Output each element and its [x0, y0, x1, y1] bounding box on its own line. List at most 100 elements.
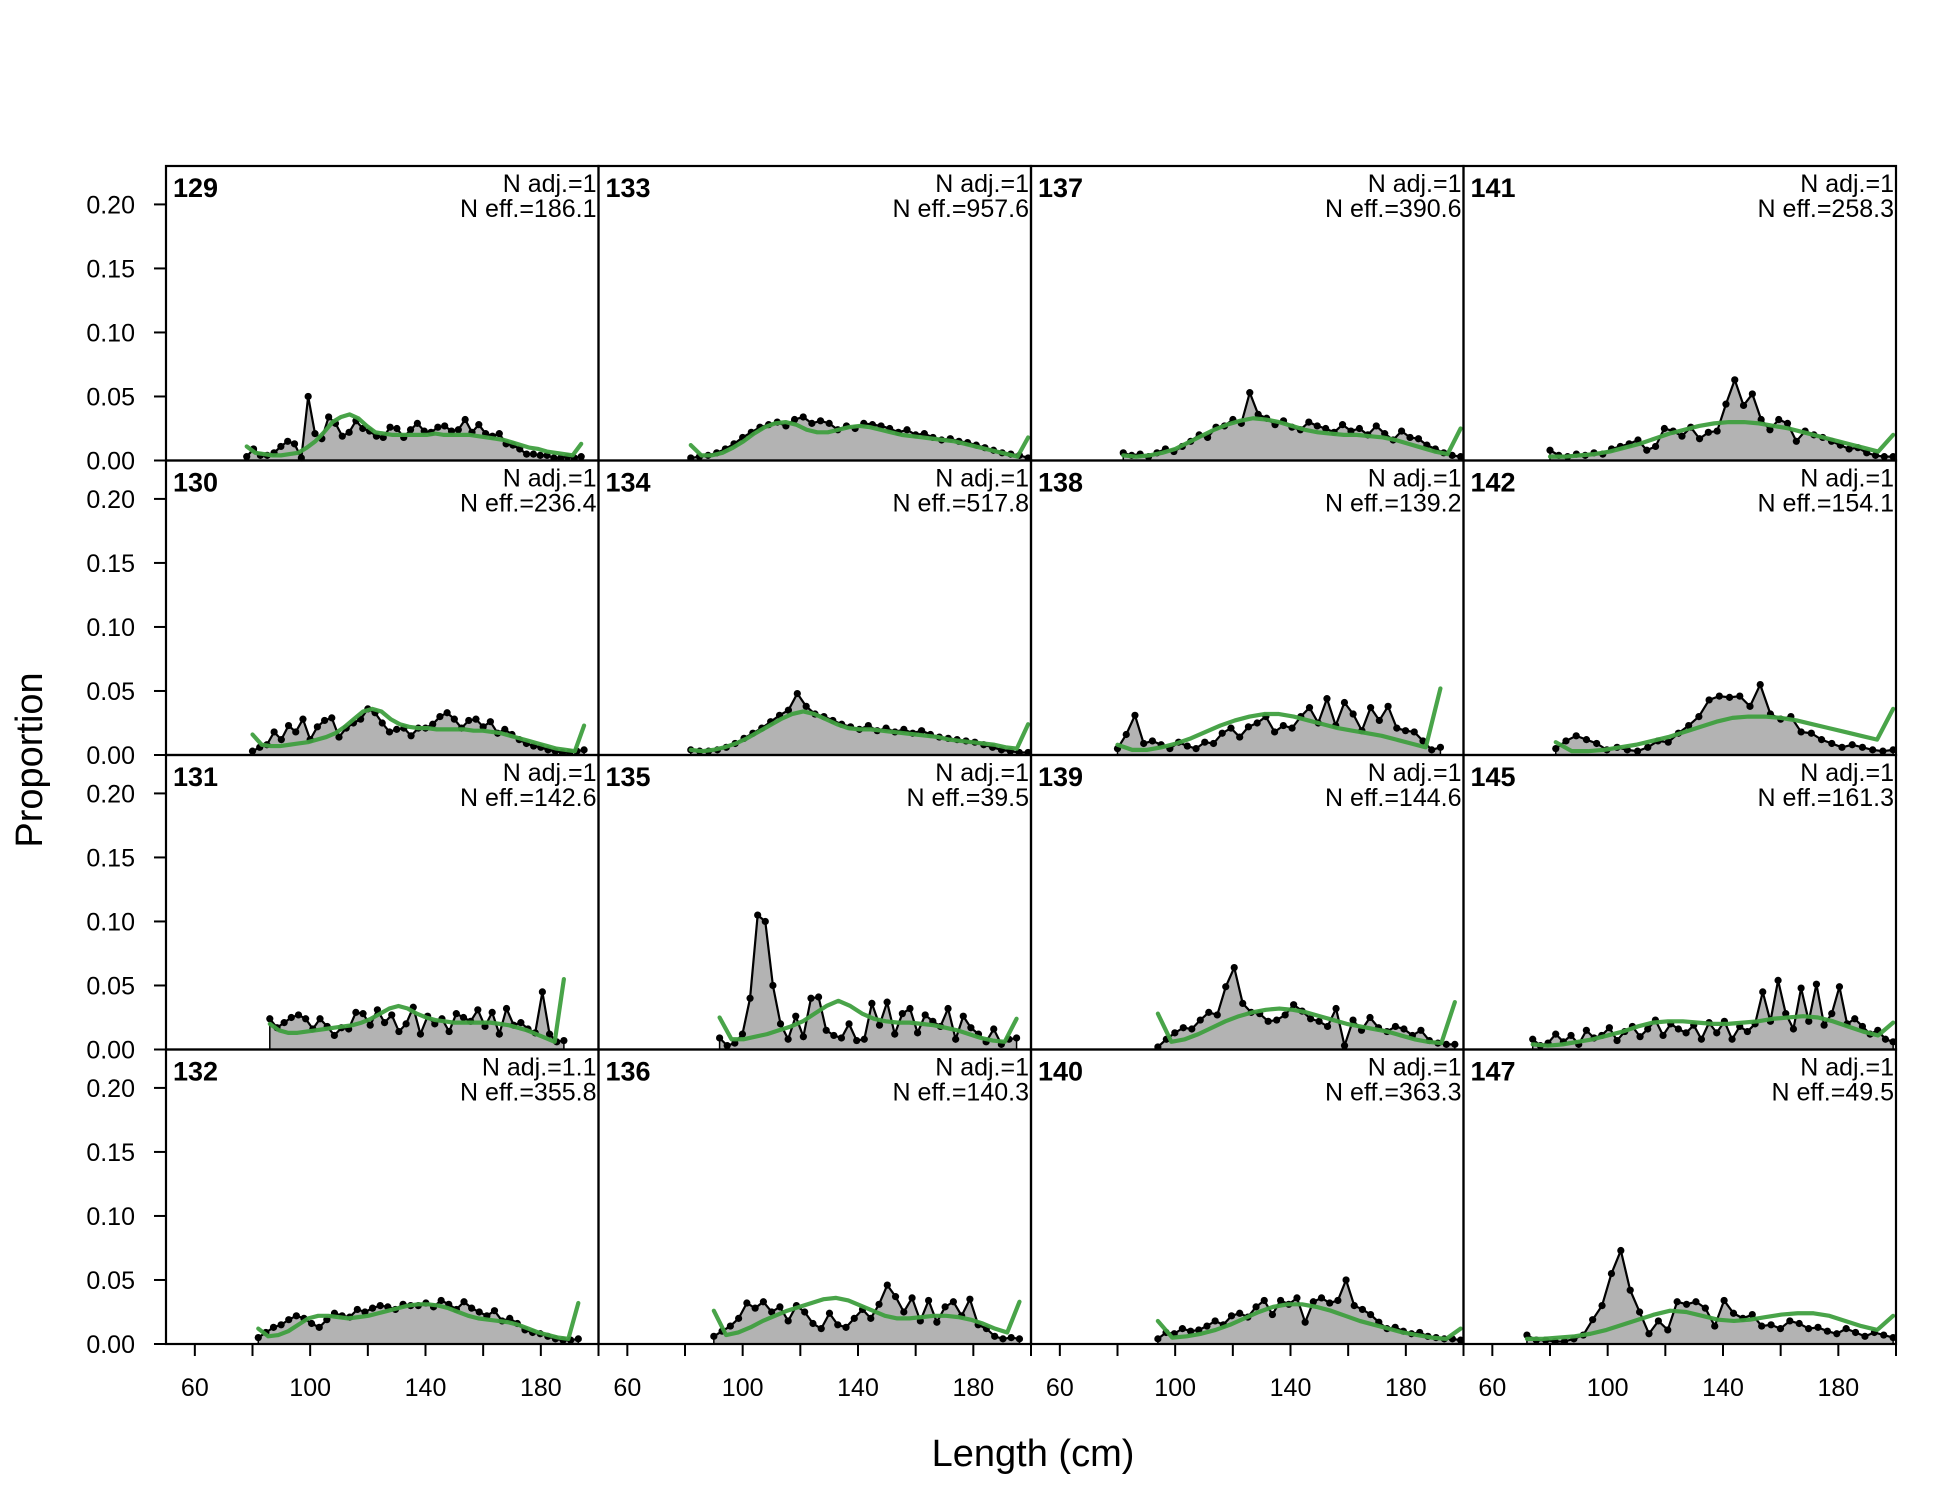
observed-point	[407, 732, 415, 740]
observed-point	[908, 1294, 916, 1302]
observed-point	[294, 1011, 303, 1019]
observed-point	[1546, 446, 1554, 454]
n-eff-label: N eff.=140.3	[893, 1079, 1029, 1107]
observed-point	[280, 1019, 288, 1027]
observed-point	[1230, 963, 1238, 972]
y-tick-label: 0.15	[86, 550, 135, 578]
expected-line	[1155, 1000, 1457, 1046]
observed-point	[395, 1027, 403, 1036]
observed-point	[1293, 1294, 1301, 1302]
observed-point	[1664, 738, 1672, 746]
observed-point	[1851, 1015, 1859, 1023]
observed-point	[1375, 716, 1383, 725]
n-eff-label: N eff.=390.6	[1325, 195, 1461, 223]
panel-147: 147 N adj.=1N eff.=49.5	[1462, 1048, 1898, 1346]
observed-point	[1593, 739, 1601, 748]
panel-id-label: 137	[1038, 173, 1083, 203]
observed-point	[474, 1006, 482, 1014]
observed-point	[302, 1015, 310, 1023]
observed-point	[801, 1308, 809, 1316]
observed-point	[842, 1323, 850, 1331]
observed-point	[277, 442, 285, 451]
observed-point	[1252, 1303, 1260, 1311]
panel-141: 141 N adj.=1N eff.=258.3	[1462, 164, 1898, 462]
x-tick-label: 180	[952, 1374, 994, 1402]
n-adj-label: N adj.=1	[935, 465, 1029, 493]
observed-point	[1848, 741, 1856, 749]
n-eff-label: N eff.=517.8	[893, 490, 1029, 518]
observed-point	[1748, 1310, 1756, 1319]
observed-point	[1812, 980, 1821, 988]
panel-140: 140 N adj.=1N eff.=363.3	[1029, 1048, 1465, 1346]
observed-point	[1349, 710, 1357, 718]
observed-point	[1192, 745, 1200, 753]
observed-point	[1861, 1332, 1869, 1340]
expected-line	[717, 998, 1019, 1044]
x-tick-label: 180	[1817, 1374, 1859, 1402]
observed-point	[1728, 1035, 1736, 1043]
observed-point	[906, 1004, 914, 1013]
expected-line	[1155, 1302, 1463, 1341]
observed-point	[1391, 1022, 1400, 1031]
observed-point	[1154, 1335, 1162, 1343]
n-adj-label: N adj.=1	[1368, 465, 1462, 493]
x-axis-title: Length (cm)	[932, 1433, 1135, 1475]
observed-point	[1756, 680, 1764, 689]
panel-130: 130 N adj.=1N eff.=236.4	[164, 459, 600, 757]
observed-point	[1633, 747, 1642, 755]
observed-point	[967, 1024, 975, 1032]
panel-id-label: 130	[173, 468, 218, 498]
observed-point	[486, 718, 494, 726]
observed-point	[290, 440, 299, 448]
observed-point	[1817, 736, 1826, 744]
observed-point	[434, 423, 442, 431]
observed-point	[373, 1006, 381, 1014]
observed-point	[243, 453, 251, 461]
observed-point	[366, 1021, 374, 1029]
observed-point	[1664, 1326, 1672, 1334]
observed-point	[1015, 1335, 1024, 1343]
observed-point	[1179, 1024, 1187, 1032]
observed-point	[1349, 1016, 1357, 1024]
observed-point	[1775, 415, 1783, 424]
observed-point	[1713, 1029, 1721, 1037]
observed-point	[269, 1323, 278, 1331]
observed-point	[875, 1021, 884, 1029]
observed-point	[769, 981, 777, 990]
n-adj-label: N adj.=1	[1368, 1054, 1462, 1082]
observed-point	[284, 437, 292, 445]
observed-point	[1828, 1010, 1836, 1018]
observed-point	[429, 720, 437, 728]
observed-point	[1562, 737, 1570, 745]
observed-point	[495, 1030, 503, 1038]
observed-point	[1766, 426, 1774, 434]
observed-point	[814, 993, 823, 1001]
expected-line	[1553, 706, 1896, 754]
observed-point	[784, 1317, 792, 1325]
observed-point	[1205, 1008, 1213, 1016]
observed-point	[1720, 1296, 1728, 1305]
panel-id-label: 133	[606, 173, 651, 203]
panel-id-label: 141	[1471, 173, 1516, 203]
expected-line	[711, 1295, 1022, 1338]
panel-145: 145 N adj.=1N eff.=161.3	[1462, 753, 1898, 1051]
observed-point	[1845, 445, 1853, 453]
n-eff-label: N eff.=236.4	[460, 490, 597, 518]
observed-point	[1758, 1322, 1766, 1330]
observed-point	[1183, 742, 1191, 750]
x-tick-label: 140	[1702, 1374, 1744, 1402]
y-tick-label: 0.05	[86, 1267, 135, 1295]
observed-point	[538, 988, 546, 996]
y-tick-label: 0.00	[86, 1331, 135, 1359]
observed-point	[1253, 719, 1261, 727]
observed-point	[816, 417, 825, 425]
observed-point	[784, 1035, 792, 1043]
observed-point	[808, 419, 816, 427]
observed-point	[1644, 743, 1652, 751]
n-adj-label: N adj.=1	[1800, 1054, 1894, 1082]
observed-point	[315, 1323, 323, 1331]
n-adj-label: N adj.=1	[935, 1054, 1029, 1082]
observed-point	[1725, 693, 1734, 701]
